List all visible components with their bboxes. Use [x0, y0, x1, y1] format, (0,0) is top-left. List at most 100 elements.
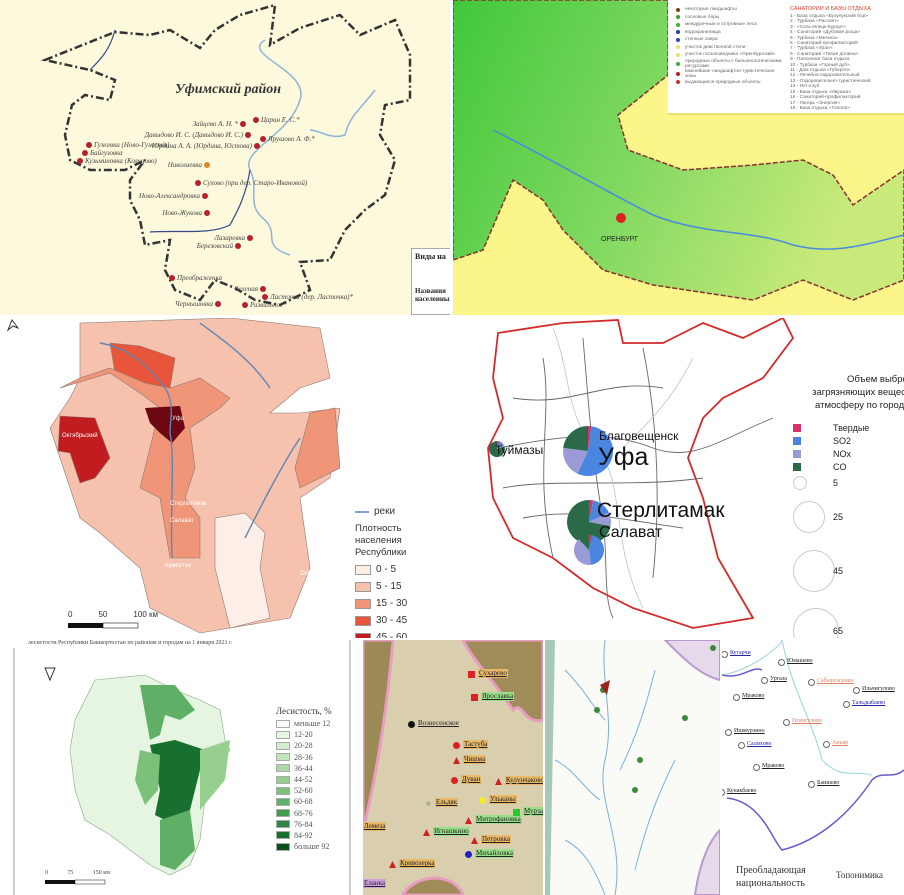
legend-class: 30 - 45 — [355, 612, 450, 629]
legend-symbol-icon — [676, 22, 680, 27]
legend-swatch — [276, 730, 290, 739]
settlement-marker — [240, 121, 246, 127]
map-tile-emissions[interactable]: Благовещенск Уфа Туймазы Стерлитамак Сал… — [453, 318, 904, 638]
legend-swatch — [276, 809, 290, 818]
legend-label: 68-76 — [294, 808, 313, 818]
city-label-salavat: Салават — [170, 518, 194, 524]
river-belaya — [247, 39, 302, 256]
legend-size: 5 — [793, 473, 904, 493]
scale-bar — [45, 880, 75, 884]
pie-tuymazy-slice — [497, 441, 500, 449]
village-label: Дуван — [461, 775, 482, 784]
legend-item: выдающиеся природные объекты — [672, 79, 784, 87]
legend-swatch — [276, 753, 290, 762]
settlement-label: Байгузовка — [90, 149, 123, 157]
legend-swatch — [355, 581, 371, 592]
legend-class: 60-68 — [276, 796, 351, 807]
city-label-sterlitamak: Стерлитамак — [170, 501, 207, 507]
map-tile-nationality[interactable]: Кугарчи Мраково Ишмурзино Салихово Мраково Са… — [722, 640, 904, 895]
density-map — [6, 318, 340, 634]
legend-numbered-item: 11 - Дом отдыха «Губерля» — [790, 68, 851, 74]
settlement-marker — [86, 142, 92, 148]
village-label: Ярославка — [481, 692, 515, 701]
map-tile-forest-cover[interactable]: лесистости Республики Башкортостан по ра… — [0, 640, 358, 895]
map-tile-historical-villages[interactable]: Сухарево Ярославка Вознесенское Тастуба Чишм… — [363, 640, 543, 895]
legend-symbol-icon — [676, 37, 680, 42]
settlement-label: Юмашево — [787, 658, 813, 664]
settlement-marker — [253, 117, 259, 123]
village-marker-icon — [465, 817, 472, 824]
legend-box: Виды на Названия населенных — [411, 248, 450, 315]
legend-class: 28-36 — [276, 752, 351, 763]
village-marker-icon — [471, 837, 478, 844]
legend-swatch — [276, 719, 290, 728]
city-label-blagoveshchensk: Благовещенск — [599, 429, 679, 443]
village-marker-icon — [425, 800, 432, 807]
legend-numbered-item: 8 - Санаторий «Тихая долина» — [790, 51, 859, 57]
scale-label: 50 — [98, 610, 108, 619]
legend-swatch — [793, 436, 801, 445]
legend-numbered-item: 2 - Турбаза «Рассвет» — [790, 19, 840, 25]
settlement-label: Баишево — [817, 780, 840, 786]
settlement-label: Лазаревка — [214, 234, 245, 242]
village-label: Митрофановка — [475, 815, 522, 824]
legend-swatch — [793, 423, 801, 432]
legend-label: 5 — [833, 478, 839, 488]
pie-ufa-slice — [588, 426, 592, 451]
legend-item: степные озера — [672, 36, 784, 44]
legend-label: 0 - 5 — [376, 564, 397, 575]
map-tile-orenburg[interactable]: ОРЕНБУРГ некоторые ландшафты сосновые бор… — [453, 0, 904, 315]
settlement-label: Сабыргаскино — [817, 678, 854, 684]
scale-label: 0 — [68, 610, 73, 619]
legend-label: междуречные и островные леса — [685, 22, 757, 28]
settlement-label: Ярушово А. Ф.* — [268, 135, 315, 143]
map-tile-river-map[interactable] — [545, 640, 720, 895]
pie-tuymazy-slice — [497, 441, 504, 449]
pie-ufa-slice — [577, 426, 613, 476]
map-title: Уфимский район — [175, 82, 282, 97]
settlement-marker-icon — [783, 719, 790, 726]
legend-label: водохранилища — [685, 29, 721, 35]
legend-symbol-icon — [676, 80, 680, 85]
map-tile-ufa-district[interactable]: Уфимский район Зайцево А. Н. * Царин Е. С… — [0, 0, 450, 315]
legend-nationality-title: Преобладающая национальность — [736, 865, 806, 889]
legend-class: 45 - 60 — [355, 629, 450, 638]
settlement-marker — [235, 243, 241, 249]
legend-numbered-item: 5 - Турбаза «Мелиса» — [790, 35, 839, 41]
legend-label: 12-20 — [294, 730, 313, 740]
settlement-label: Юрдина А. А. (Юрдина, Юстова) — [151, 142, 252, 150]
village-label: Кривозерка — [399, 859, 436, 868]
legend-item: участок девственной степи — [672, 44, 784, 52]
legend-numbered-item: 18 - База отдыха «Тополя» — [790, 105, 850, 111]
scale-labels: 0 75 150 км — [45, 870, 110, 876]
legend-label: 44-52 — [294, 775, 313, 785]
city-label-kumertau: Кумертау — [165, 563, 192, 569]
settlement-label: Развильное* — [250, 301, 287, 309]
scale-label: 150 км — [92, 870, 110, 876]
legend-label: сосновые боры — [685, 14, 720, 20]
legend-label: 36-44 — [294, 763, 313, 773]
legend-numbered-item: 17 - Лагерь «Энергия» — [790, 100, 841, 106]
village-label: Петровка — [481, 835, 512, 844]
village-label: Вознесенское — [418, 719, 459, 727]
legend-numbered-item: 4 - Санаторий «Дубовая роща» — [790, 30, 861, 36]
legend-class: 5 - 15 — [355, 578, 450, 595]
map-tile-population-density[interactable]: Уфа Октябрьский Стерлитамак Салават Куме… — [0, 318, 450, 638]
village-marker-icon — [513, 809, 520, 816]
north-arrow-icon — [44, 667, 56, 682]
legend-class: 20-28 — [276, 740, 351, 751]
settlement-marker-icon — [722, 651, 728, 658]
legend-swatch — [793, 462, 801, 471]
legend-size: 25 — [793, 493, 904, 541]
legend-item: природные объекты с бальнеологическими р… — [672, 59, 784, 69]
legend-symbol-icon — [676, 71, 680, 76]
region-45-60 — [57, 415, 111, 484]
pie-ufa-slice — [563, 447, 588, 474]
pie-salavat-slice — [578, 535, 589, 550]
legend-item: междуречные и островные леса — [672, 21, 784, 29]
river-north — [89, 29, 116, 71]
legend-label: участок девственной степи — [685, 44, 746, 50]
region-dense — [150, 740, 205, 820]
scale-label: 100 км — [133, 610, 158, 619]
legend-class: 15 - 30 — [355, 595, 450, 612]
